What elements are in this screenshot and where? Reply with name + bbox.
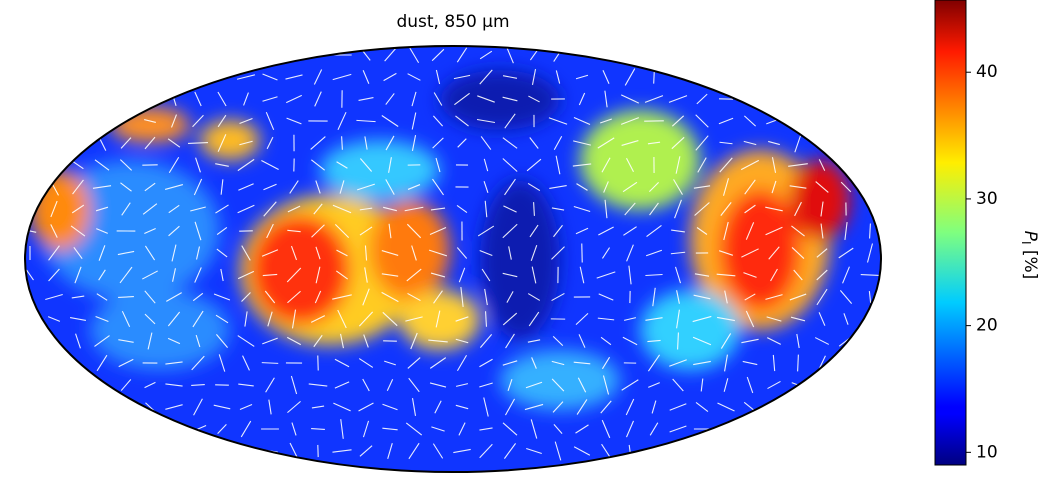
page: {"chart_data": {"type": "map", "title": … xyxy=(0,0,1057,474)
colorbar-tick-label: 30 xyxy=(976,189,998,209)
colorbar-unit: [%] xyxy=(1020,250,1040,279)
colorbar-tick-label: 10 xyxy=(976,442,998,462)
polarization-vector xyxy=(262,363,278,364)
chart: dust, 850 µm 10 20 30 40 PI [%] xyxy=(0,0,1057,474)
colorbar-axis: 10 20 30 40 xyxy=(966,62,998,462)
polarization-vector xyxy=(342,136,343,149)
colorbar xyxy=(935,0,966,465)
map-title: dust, 850 µm xyxy=(396,12,509,32)
colorbar-tick-label: 20 xyxy=(976,316,998,336)
colorbar-label: PI [%] xyxy=(1020,231,1041,280)
polarization-vector xyxy=(654,70,655,83)
polarization-vector xyxy=(798,355,799,372)
colorbar-tick-label: 40 xyxy=(976,62,998,82)
